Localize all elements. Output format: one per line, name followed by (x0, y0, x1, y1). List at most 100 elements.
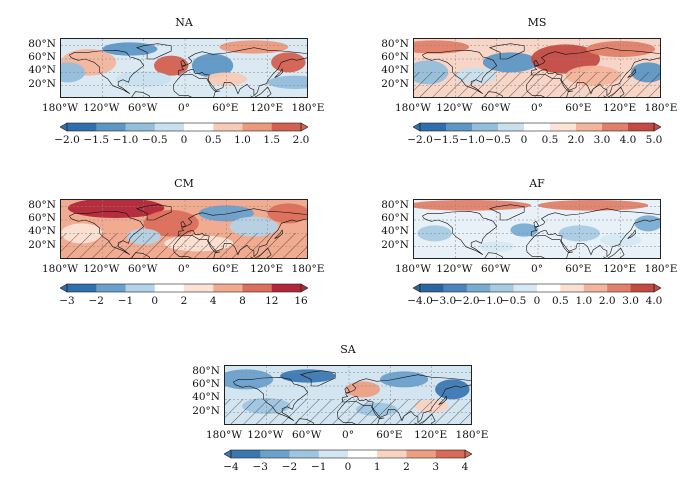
coastline (274, 68, 284, 78)
coastline (341, 374, 471, 424)
colorbar-tick-label: −2.0 (454, 295, 480, 307)
colorbar-segment (435, 450, 466, 458)
coastline (337, 400, 385, 424)
coastline (131, 252, 151, 258)
lat-tick-label: 40°N (28, 64, 56, 77)
colorbar-segment (443, 284, 468, 292)
lon-tick-label: 60°E (212, 102, 239, 114)
lon-tick-label: 180°W (41, 263, 79, 275)
coastline (131, 91, 151, 97)
lat-tick-label: 60°N (381, 51, 409, 63)
coastline (484, 252, 504, 258)
lat-tick-label: 40°N (28, 225, 56, 238)
anomaly-blob (634, 215, 660, 232)
coastline (177, 208, 307, 258)
lat-tick-label: 40°N (381, 225, 409, 238)
anomaly-blob (414, 200, 532, 211)
colorbar-tick-label: −1.5 (83, 134, 110, 146)
coastline (422, 49, 498, 94)
colorbar-tick-label: −3 (59, 295, 75, 307)
colorbar (60, 283, 308, 293)
colorbar-segment (583, 284, 608, 292)
coastline (274, 229, 284, 239)
colorbar-tick-label: 4.0 (645, 295, 663, 307)
colorbar-segment (154, 284, 185, 292)
colorbar-segment (96, 284, 126, 292)
colorbar-tick-label: −1.0 (112, 134, 139, 146)
coastline (422, 210, 498, 255)
lat-tick-label: 20°N (28, 238, 56, 251)
lat-tick-label: 20°N (192, 404, 220, 417)
lon-tick-label: 120°W (436, 263, 473, 275)
colorbar-tick-label: 0 (533, 295, 541, 307)
colorbar-segment (576, 123, 603, 131)
coastline (627, 68, 637, 78)
map-frame (413, 38, 661, 98)
colorbar-tick-label: 2.0 (567, 134, 585, 146)
coastline (173, 73, 221, 97)
colorbar-tick-label: 1.0 (575, 295, 593, 307)
anomaly-blob (600, 233, 642, 247)
lon-tick-label: 0° (531, 102, 543, 114)
colorbar-tick-label: −2.0 (54, 134, 80, 146)
lon-tick-label: 120°E (603, 263, 637, 275)
lat-tick-label: 80°N (28, 37, 56, 50)
colorbar-tick-label: 1.0 (234, 134, 251, 146)
coastline (438, 395, 448, 405)
anomaly-blob (219, 40, 289, 54)
lon-tick-label: 0° (531, 263, 543, 275)
lon-tick-label: 60°E (565, 102, 592, 114)
panel-title: SA (340, 343, 356, 356)
lat-tick-label: 60°N (28, 51, 56, 63)
coastline (250, 247, 272, 258)
colorbar-segment (184, 123, 214, 131)
colorbar-segment (184, 284, 214, 292)
colorbar-tick-label: −2 (88, 295, 104, 307)
lon-tick-label: 60°E (212, 263, 239, 275)
map-frame (224, 365, 472, 425)
coastline (526, 73, 574, 97)
coastline (69, 49, 145, 94)
colorbar-segment (498, 123, 525, 131)
colorbar (224, 449, 472, 459)
colorbar-segment (271, 123, 302, 131)
colorbar-tick-label: 0 (344, 461, 352, 473)
colorbar-tick-label: −0.5 (500, 295, 527, 307)
colorbar-segment (318, 450, 349, 458)
coastline (177, 47, 307, 97)
anomaly-blob (67, 200, 165, 218)
colorbar-tick-label: −4 (223, 461, 239, 473)
lat-tick-label: 80°N (381, 198, 409, 211)
colorbar-tick-label: 1 (373, 461, 381, 473)
anomaly-field (225, 366, 471, 424)
colorbar-segment (242, 123, 273, 131)
colorbar-segment (630, 284, 655, 292)
lon-tick-label: 180°W (394, 263, 432, 275)
lon-tick-label: 120°E (603, 102, 637, 114)
colorbar-tick-label: 12 (265, 295, 279, 307)
colorbar-tick-label: 2.0 (598, 295, 616, 307)
lon-tick-label: 180°E (644, 263, 678, 275)
lat-tick-label: 20°N (28, 77, 56, 90)
coastline (69, 210, 145, 255)
anomaly-field (61, 39, 307, 97)
colorbar-segment (213, 284, 243, 292)
colorbar-tick-label: −1.0 (477, 295, 503, 307)
anomaly-blob (267, 203, 307, 224)
colorbar-tick-label: 4 (461, 461, 469, 473)
colorbar-segment (125, 123, 156, 131)
coastline (135, 43, 172, 60)
colorbar-tick-label: 0.5 (541, 134, 559, 146)
anomaly-blob (229, 216, 278, 237)
lat-tick-label: 40°N (381, 64, 409, 77)
colorbar-tick-label: 5.0 (645, 134, 663, 146)
colorbar-tick-label: −0.5 (142, 134, 168, 146)
coastline (488, 43, 525, 60)
colorbar-tick-label: 2 (180, 295, 188, 307)
lon-tick-label: 60°E (376, 429, 403, 441)
panel-title: CM (174, 177, 194, 190)
panel-title: MS (527, 16, 547, 29)
coastline (530, 47, 660, 97)
lon-tick-label: 60°W (127, 263, 158, 275)
colorbar-segment (271, 284, 302, 292)
